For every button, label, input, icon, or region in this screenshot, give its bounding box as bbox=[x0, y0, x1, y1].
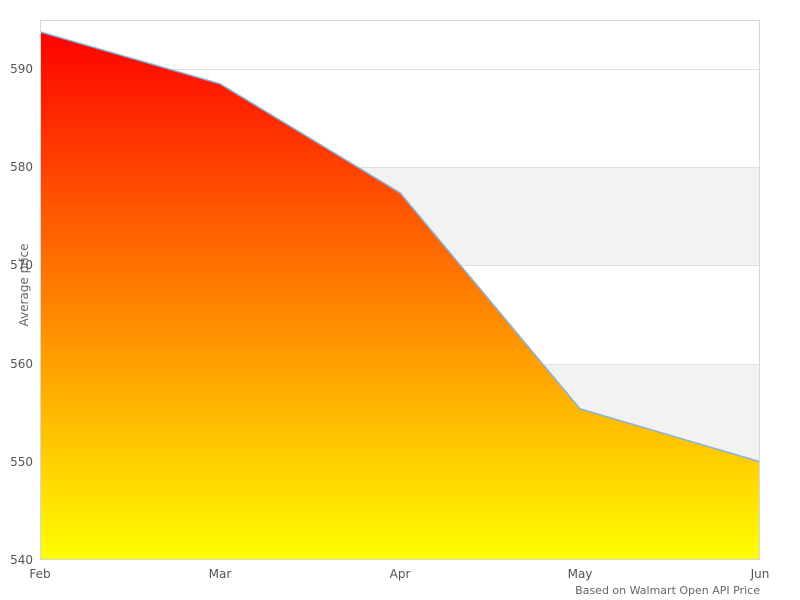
gridline bbox=[40, 167, 760, 169]
y-tick-label: 580 bbox=[10, 160, 33, 175]
area-chart-svg bbox=[40, 31, 760, 560]
gridline bbox=[40, 69, 760, 71]
x-tick-label: Feb bbox=[29, 567, 51, 581]
y-tick-label: 540 bbox=[10, 553, 33, 567]
y-tick-label: 590 bbox=[10, 62, 33, 77]
area-series-line bbox=[40, 31, 760, 463]
credits: Based on Walmart Open API Price bbox=[575, 584, 760, 597]
x-tick-label: Jun bbox=[750, 567, 770, 581]
x-tick-label: Mar bbox=[208, 567, 232, 581]
y-axis-title: Average price bbox=[17, 243, 31, 327]
y-tick-label: 550 bbox=[10, 454, 33, 469]
plot-area bbox=[40, 20, 760, 560]
x-tick-label: May bbox=[567, 567, 593, 581]
y-tick-label: 560 bbox=[10, 356, 33, 371]
y-tick-label: 570 bbox=[10, 258, 33, 273]
x-tick-label: Apr bbox=[389, 567, 411, 581]
area-series-fill bbox=[40, 31, 760, 560]
